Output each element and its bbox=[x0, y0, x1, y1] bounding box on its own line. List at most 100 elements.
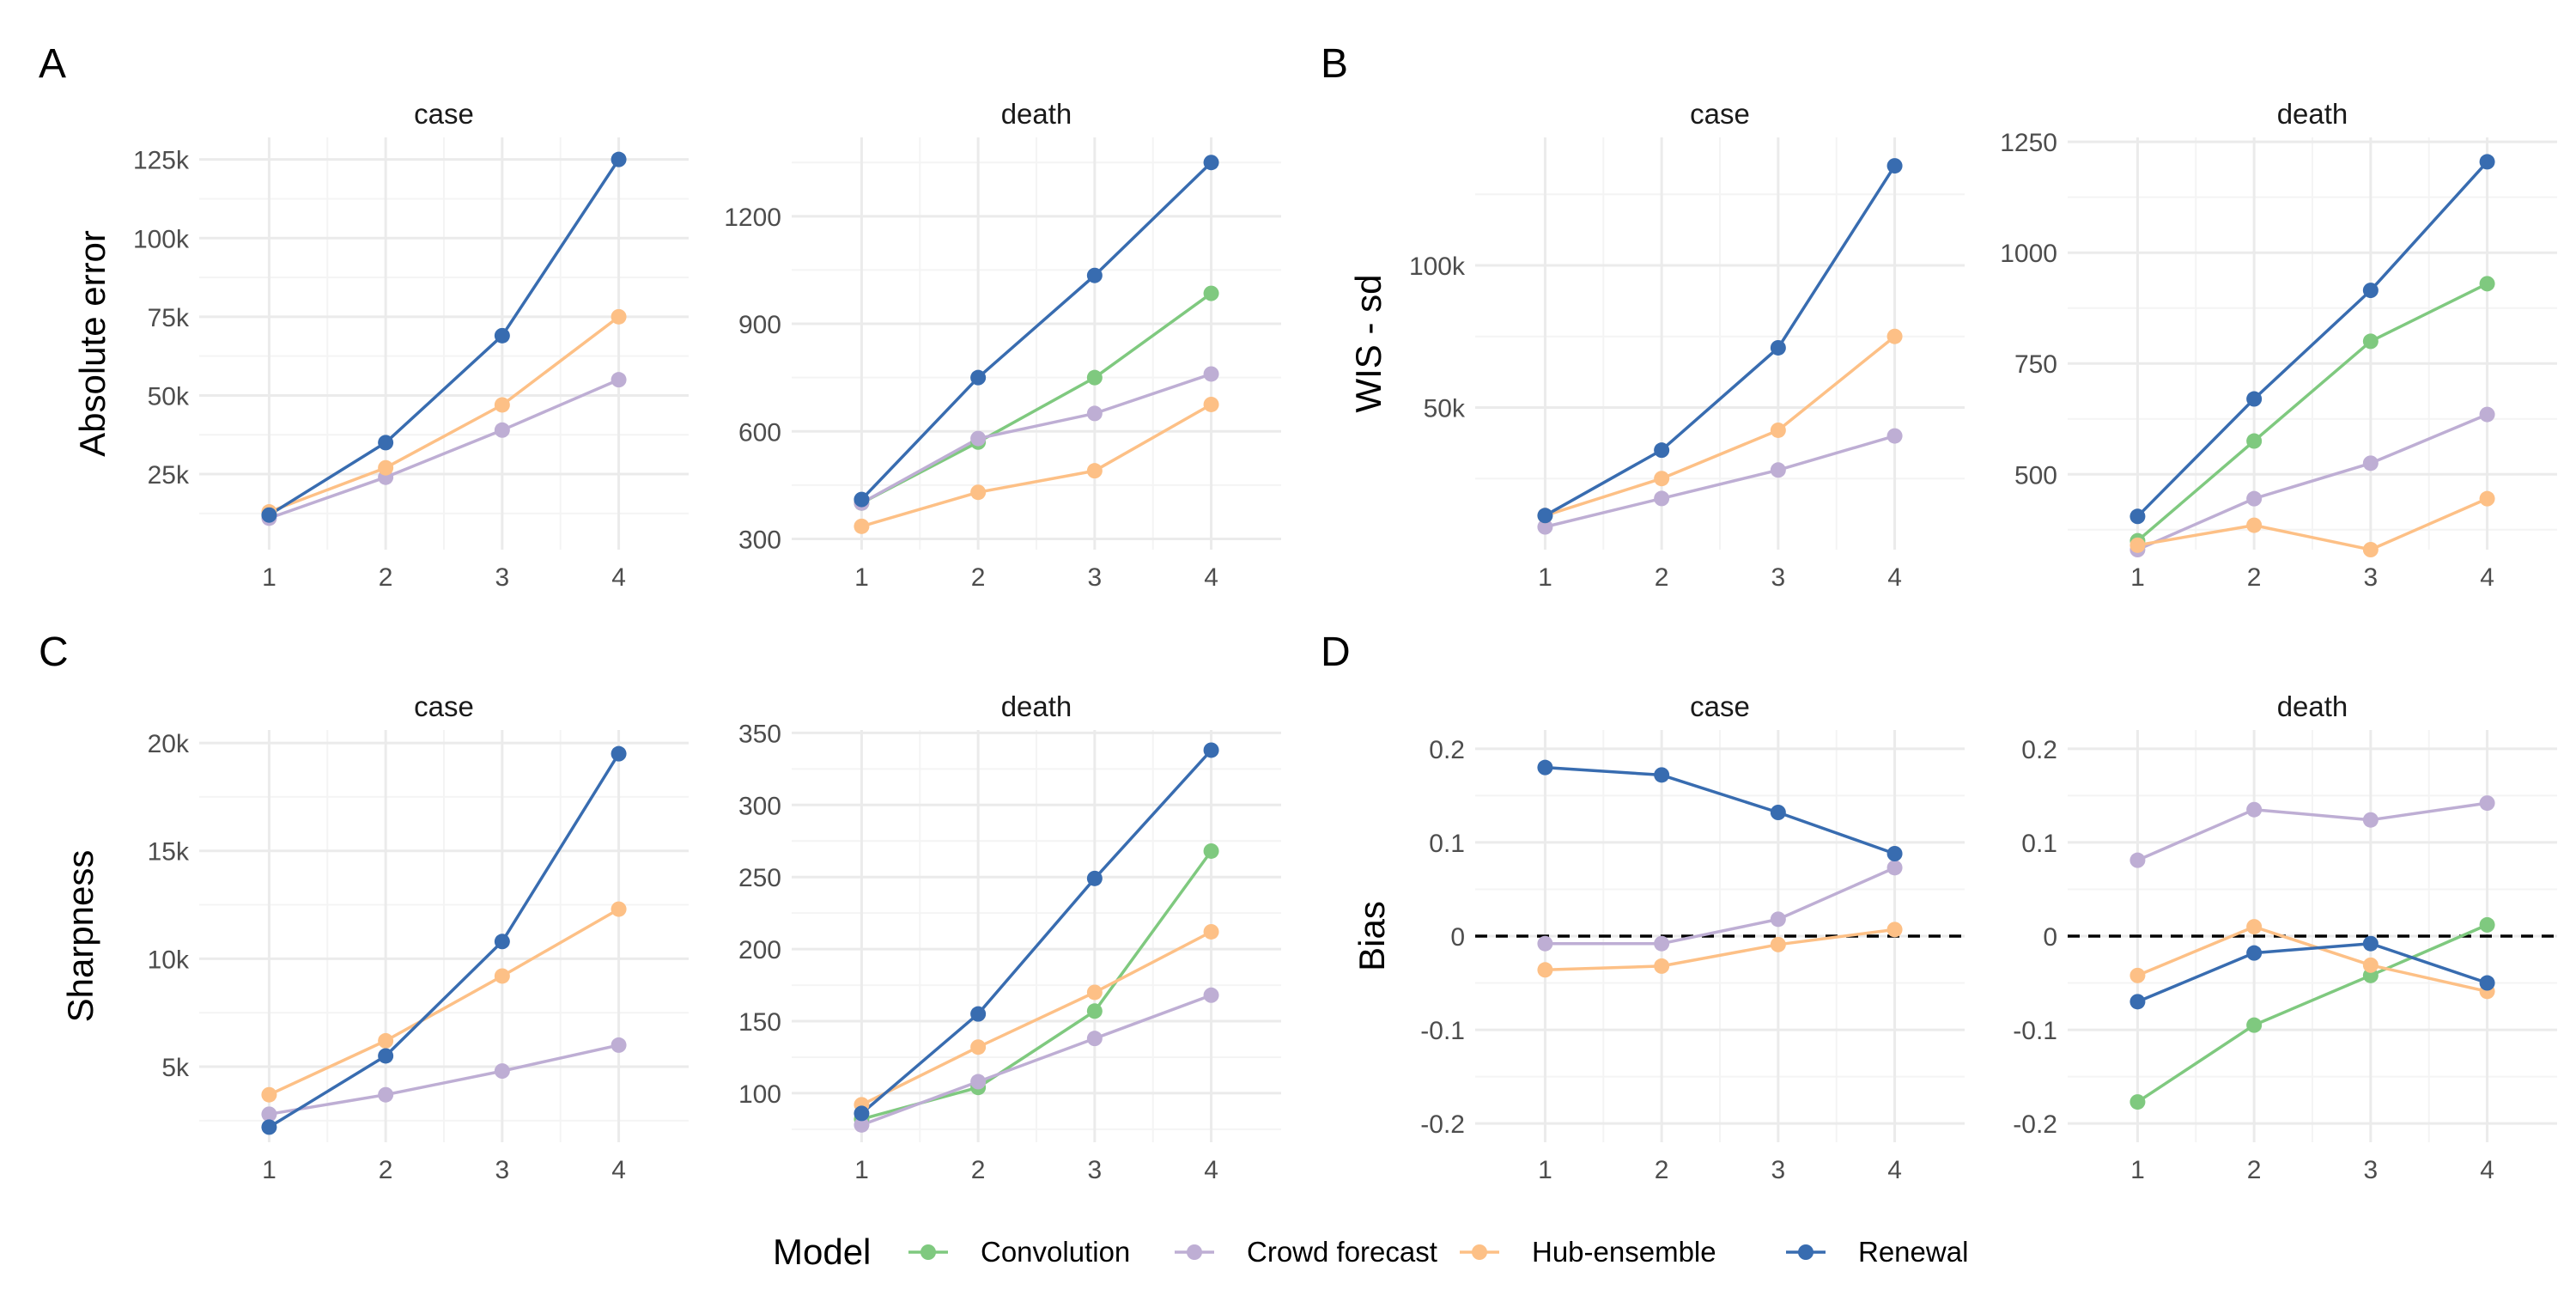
y-tick-label: 15k bbox=[148, 838, 190, 867]
series-line-renewal bbox=[268, 158, 621, 517]
y-tick-label: 1250 bbox=[2000, 129, 2057, 157]
point-hub-ensemble bbox=[378, 459, 394, 476]
point-crowd-forecast bbox=[970, 430, 987, 447]
series-line-hub-ensemble bbox=[1545, 928, 1895, 972]
y-tick-label: -0.1 bbox=[1420, 1017, 1465, 1045]
point-crowd-forecast bbox=[1203, 366, 1219, 382]
x-tick-label: 2 bbox=[379, 563, 393, 592]
point-hub-ensemble bbox=[261, 1086, 277, 1103]
point-hub-ensemble bbox=[494, 968, 510, 984]
point-convolution bbox=[2362, 333, 2379, 350]
point-renewal bbox=[1654, 767, 1670, 783]
panels-layer: A Absolute error B WIS - sd C Sharpness D Bias 2… bbox=[39, 41, 2557, 1184]
y-tick-label: 50k bbox=[1424, 394, 1466, 423]
x-tick-label: 2 bbox=[2247, 1156, 2262, 1184]
legend-title: Model bbox=[773, 1232, 871, 1272]
facet-b-death: 500 750 1000 1250 1 2 3 4 death bbox=[2000, 98, 2557, 592]
point-renewal bbox=[261, 507, 277, 523]
point-hub-ensemble bbox=[2362, 957, 2379, 973]
legend-label-crowd-forecast: Crowd forecast bbox=[1247, 1236, 1437, 1268]
facet-a-death: 300 600 900 1200 1 2 3 4 death bbox=[724, 98, 1281, 592]
legend-key-point-convolution bbox=[920, 1244, 936, 1260]
legend-label-renewal: Renewal bbox=[1858, 1236, 1968, 1268]
facet-c-case: 5k 10k 15k 20k 1 2 3 4 case bbox=[148, 690, 689, 1184]
point-crowd-forecast bbox=[2246, 490, 2263, 507]
facet-title: case bbox=[414, 690, 474, 722]
point-renewal bbox=[970, 369, 987, 386]
panel-label-c: C bbox=[39, 630, 69, 675]
facet-b-case: 50k 100k 1 2 3 4 case bbox=[1409, 98, 1965, 592]
y-tick-label: 100k bbox=[133, 225, 190, 253]
point-renewal bbox=[261, 1119, 277, 1135]
point-crowd-forecast bbox=[2129, 852, 2146, 868]
point-renewal bbox=[1203, 155, 1219, 171]
series-line-convolution bbox=[2136, 282, 2488, 543]
x-tick-label: 1 bbox=[1538, 1156, 1552, 1184]
x-tick-label: 2 bbox=[1655, 563, 1669, 592]
series-line-crowd-forecast bbox=[269, 1043, 619, 1116]
point-renewal bbox=[854, 1105, 870, 1122]
y-axis-title-a: Absolute error bbox=[72, 230, 112, 457]
x-tick-label: 2 bbox=[971, 563, 986, 592]
point-crowd-forecast bbox=[1654, 935, 1670, 952]
point-convolution bbox=[1203, 285, 1219, 301]
series-line-renewal bbox=[2136, 941, 2488, 1004]
point-renewal bbox=[1770, 339, 1786, 356]
point-crowd-forecast bbox=[1086, 405, 1103, 422]
y-tick-label: 100 bbox=[738, 1080, 781, 1109]
facet-d-case: -0.2 -0.1 0 0.1 0.2 1 2 3 4 case bbox=[1420, 690, 1965, 1184]
y-tick-label: 0.2 bbox=[1429, 736, 1465, 764]
y-tick-label: 300 bbox=[738, 792, 781, 820]
x-tick-label: 3 bbox=[1771, 1156, 1786, 1184]
point-renewal bbox=[2246, 945, 2263, 961]
point-crowd-forecast bbox=[1203, 987, 1219, 1003]
y-tick-label: 0 bbox=[2043, 923, 2057, 952]
y-tick-label: 0.1 bbox=[2021, 830, 2057, 858]
y-tick-label: 0.2 bbox=[2021, 736, 2057, 764]
point-hub-ensemble bbox=[1886, 328, 1903, 344]
point-hub-ensemble bbox=[1203, 396, 1219, 412]
facet-title: death bbox=[2277, 98, 2348, 130]
y-tick-label: 10k bbox=[148, 946, 190, 974]
point-convolution bbox=[1086, 1003, 1103, 1019]
point-crowd-forecast bbox=[970, 1074, 987, 1090]
x-tick-label: 1 bbox=[262, 1156, 276, 1184]
point-hub-ensemble bbox=[2479, 490, 2495, 507]
point-renewal bbox=[2246, 391, 2263, 407]
point-renewal bbox=[2129, 508, 2146, 525]
point-crowd-forecast bbox=[1770, 462, 1786, 478]
x-tick-label: 2 bbox=[2247, 563, 2262, 592]
series-line-renewal bbox=[2136, 161, 2488, 518]
x-tick-label: 3 bbox=[1088, 563, 1103, 592]
y-tick-label: 50k bbox=[148, 382, 190, 411]
point-renewal bbox=[1537, 759, 1553, 776]
y-tick-label: 100k bbox=[1409, 252, 1466, 281]
point-hub-ensemble bbox=[1770, 422, 1786, 438]
y-tick-label: 20k bbox=[148, 730, 190, 758]
point-renewal bbox=[494, 327, 510, 344]
x-tick-label: 4 bbox=[611, 1156, 626, 1184]
point-hub-ensemble bbox=[2362, 542, 2379, 557]
point-crowd-forecast bbox=[2479, 795, 2495, 812]
point-crowd-forecast bbox=[611, 1037, 627, 1053]
point-hub-ensemble bbox=[2129, 537, 2146, 553]
point-crowd-forecast bbox=[1537, 935, 1553, 952]
legend-key-point-hub-ensemble bbox=[1472, 1244, 1487, 1260]
y-tick-label: -0.1 bbox=[2013, 1017, 2057, 1045]
point-crowd-forecast bbox=[1654, 490, 1670, 507]
point-renewal bbox=[1203, 742, 1219, 758]
y-tick-label: 75k bbox=[148, 304, 190, 332]
y-tick-label: 125k bbox=[133, 147, 190, 175]
y-tick-label: 1200 bbox=[724, 204, 781, 232]
x-tick-label: 2 bbox=[1655, 1156, 1669, 1184]
x-tick-label: 1 bbox=[262, 563, 276, 592]
x-tick-label: 4 bbox=[2480, 563, 2494, 592]
point-convolution bbox=[1086, 369, 1103, 386]
y-tick-label: 750 bbox=[2014, 350, 2057, 379]
point-hub-ensemble bbox=[2246, 919, 2263, 935]
y-tick-label: 250 bbox=[738, 864, 781, 892]
x-tick-label: 1 bbox=[2130, 1156, 2145, 1184]
point-hub-ensemble bbox=[970, 1039, 987, 1055]
y-tick-label: 25k bbox=[148, 461, 190, 490]
